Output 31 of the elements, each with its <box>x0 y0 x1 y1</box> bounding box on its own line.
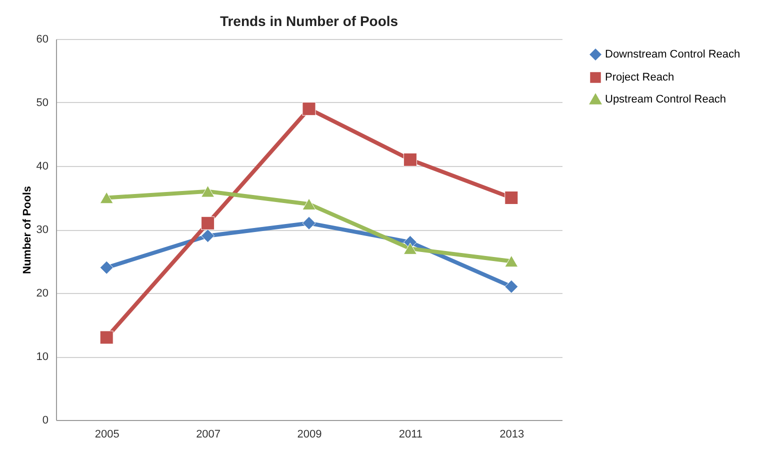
legend-label: Upstream Control Reach <box>605 94 726 106</box>
y-tick-label: 50 <box>36 97 48 109</box>
y-tick-label: 10 <box>36 351 48 363</box>
point <box>201 216 215 230</box>
point <box>100 260 114 274</box>
point <box>504 255 518 268</box>
x-tick-label: 2007 <box>196 428 221 440</box>
point <box>504 190 518 205</box>
point <box>504 280 518 294</box>
y-tick-label: 30 <box>36 224 48 236</box>
x-tick-label: 2011 <box>398 428 423 440</box>
y-tick-label: 20 <box>36 288 48 300</box>
point <box>302 216 316 230</box>
point <box>403 242 417 254</box>
y-tick-label: 60 <box>36 34 48 46</box>
y-axis-title: Number of Pools <box>21 186 34 274</box>
x-tick-label: 2005 <box>94 428 120 440</box>
point <box>201 186 215 198</box>
x-tick-label: 2013 <box>500 428 524 440</box>
point <box>201 229 215 243</box>
point <box>100 330 114 344</box>
legend-label: Project Reach <box>605 72 674 84</box>
point <box>302 102 316 116</box>
x-tick-label: 2009 <box>297 428 322 440</box>
point <box>403 152 417 166</box>
y-tick-label: 0 <box>42 414 48 426</box>
point <box>302 198 316 210</box>
point <box>100 192 114 204</box>
chart-title: Trends in Number of Pools <box>220 13 398 29</box>
legend-label: Downstream Control Reach <box>605 48 740 60</box>
y-tick-label: 40 <box>36 160 48 172</box>
